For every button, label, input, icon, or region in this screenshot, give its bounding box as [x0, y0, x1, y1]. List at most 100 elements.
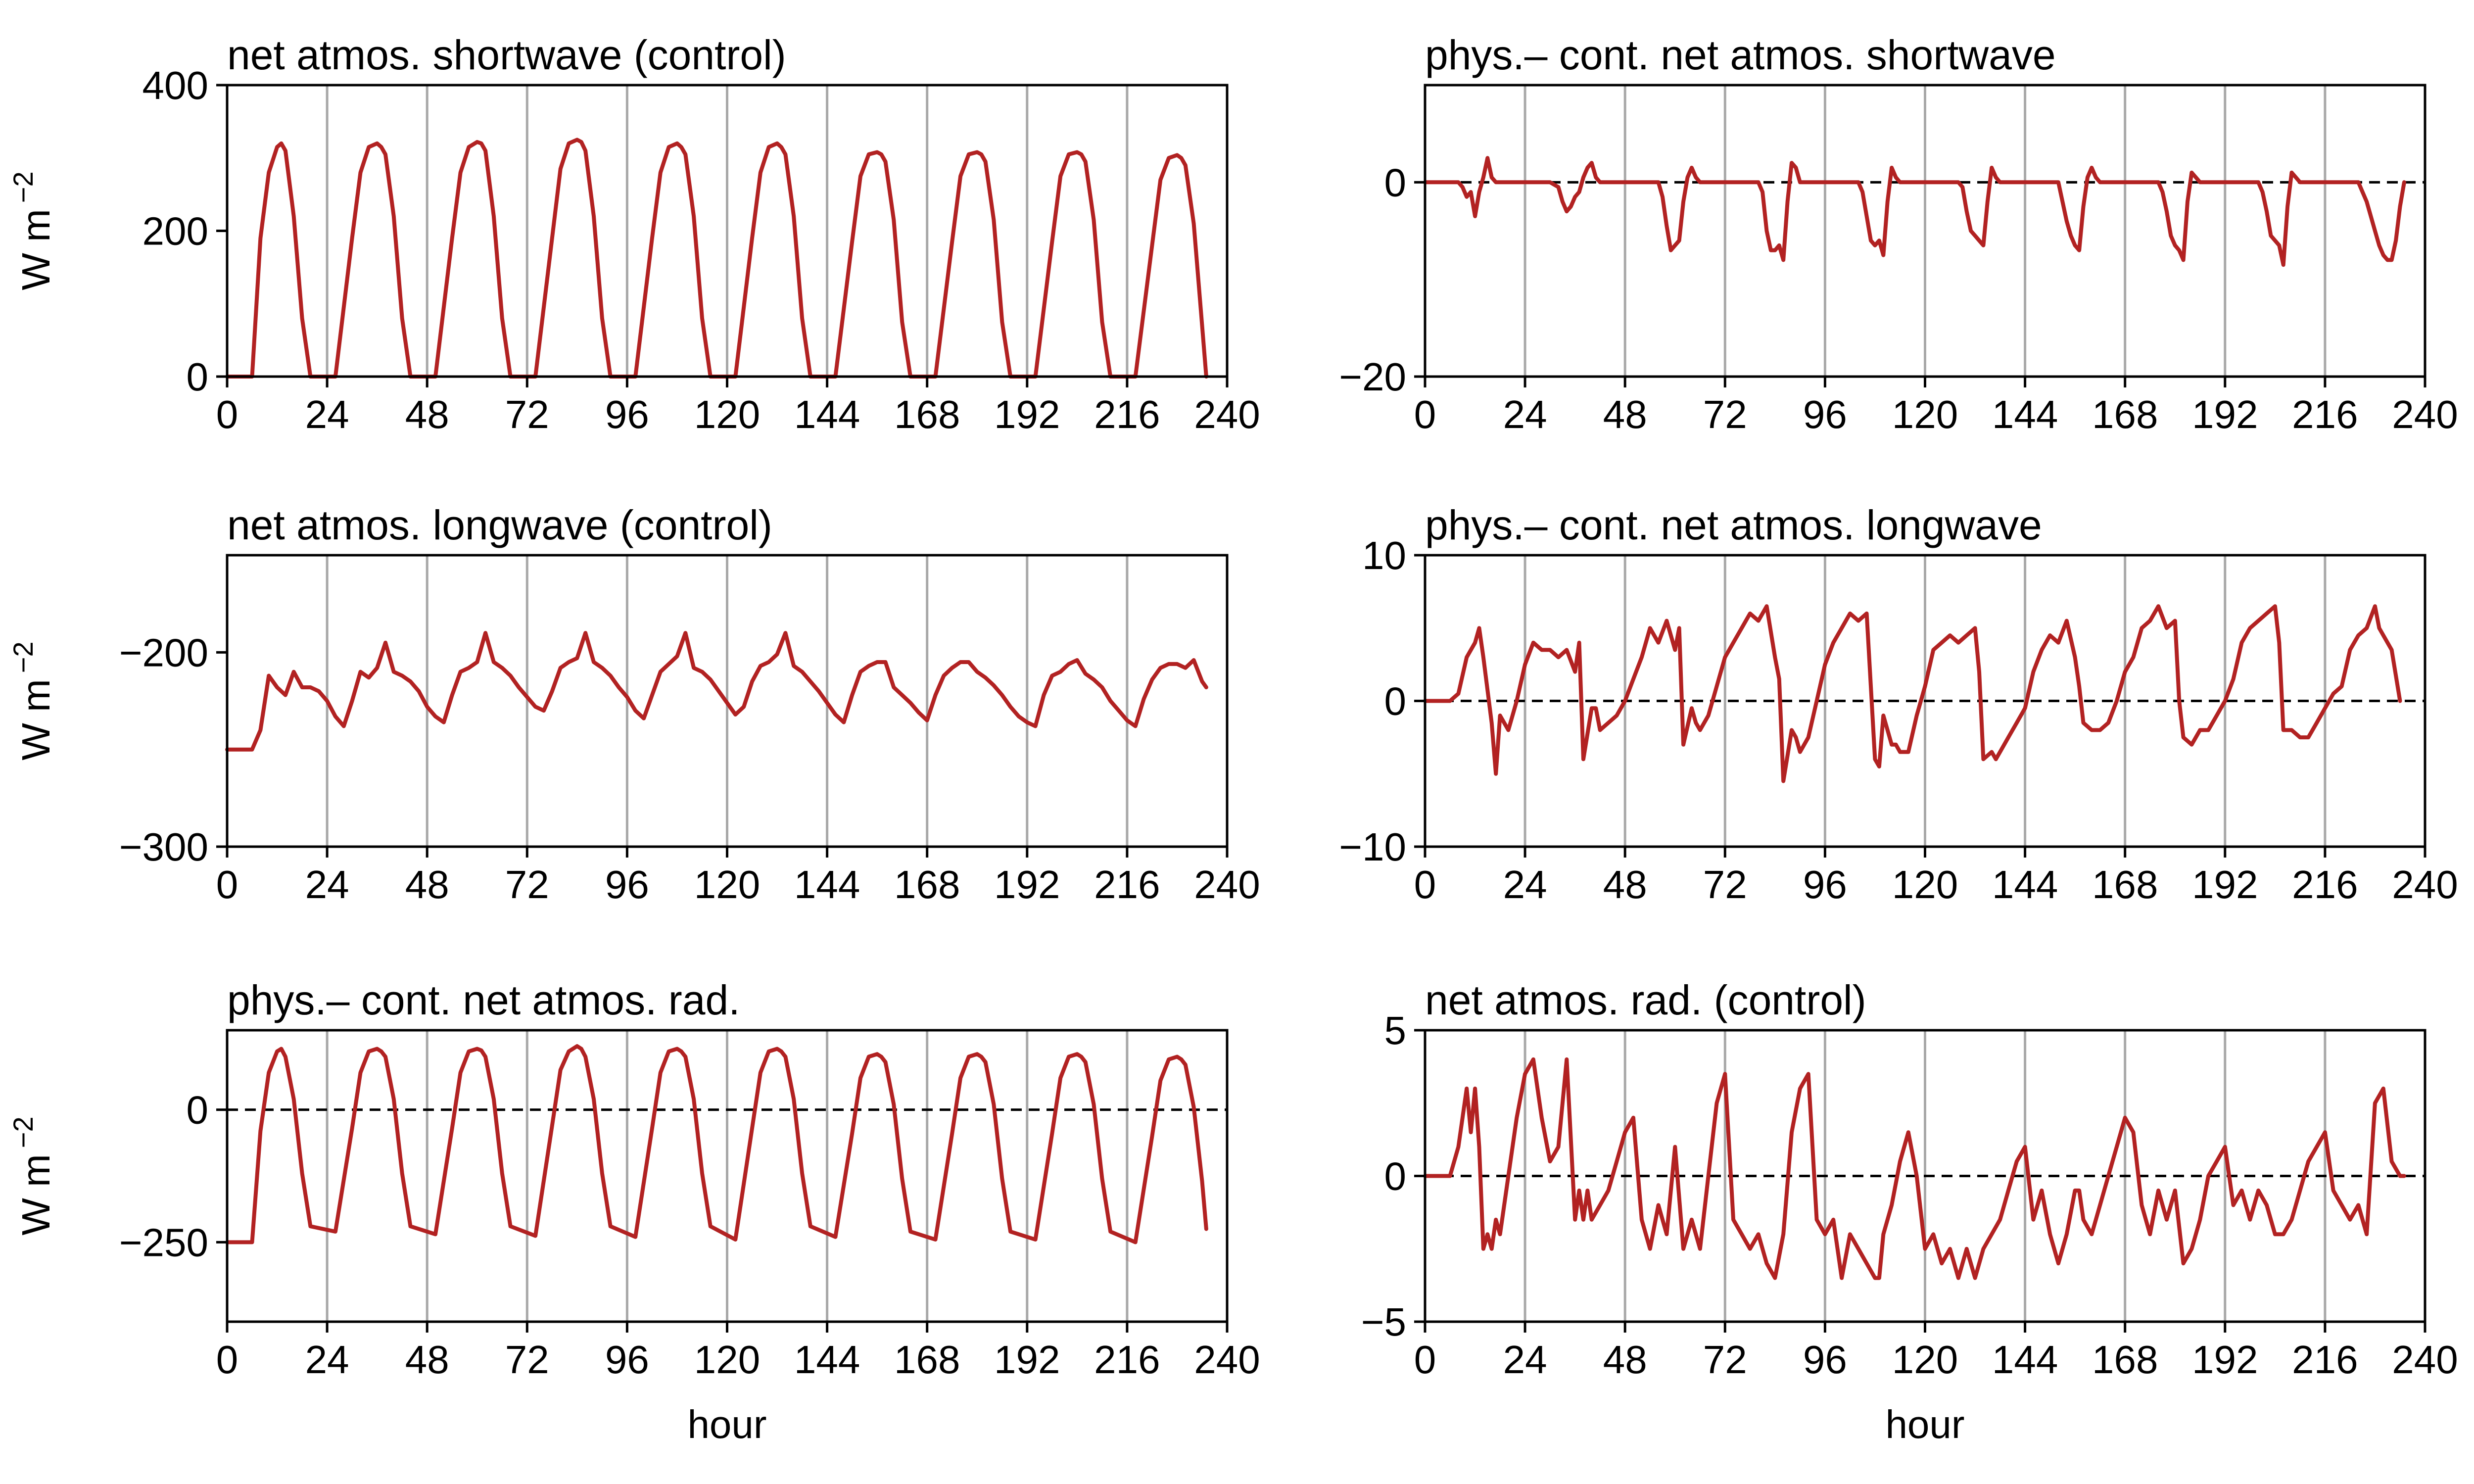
y-tick-label: 10: [1362, 533, 1406, 577]
x-tick-label: 168: [2092, 392, 2158, 436]
panel-radiation-difference: 0 24 48 72 96 120 144 168 192 216 240 −250 0 phys.– c…: [7, 977, 1260, 1446]
x-tick-label: 96: [1803, 1338, 1847, 1382]
series-line: [1423, 156, 2406, 267]
x-tick-label: 72: [505, 862, 549, 907]
panel-title: phys.– cont. net atmos. shortwave: [1425, 32, 2056, 78]
x-tick-label: 144: [794, 862, 860, 907]
x-tick-label: 144: [794, 1338, 860, 1382]
y-axis-label-unit: W m: [14, 679, 58, 760]
series-line: [225, 631, 1208, 752]
y-tick-label: −5: [1361, 1300, 1406, 1344]
y-axis-label-unit: W m: [14, 209, 58, 290]
y-tick-label: −10: [1339, 825, 1406, 869]
x-tick-label: 192: [994, 1338, 1060, 1382]
x-tick-label: 144: [1992, 862, 2058, 907]
x-tick-label: 24: [1503, 392, 1547, 436]
x-tick-label: 216: [2292, 1338, 2358, 1382]
x-tick-label: 48: [405, 1338, 449, 1382]
x-tick-label: 240: [1194, 392, 1260, 436]
panel-title: phys.– cont. net atmos. rad.: [227, 977, 740, 1023]
panel-title: phys.– cont. net atmos. longwave: [1425, 502, 2042, 548]
y-tick-label: 0: [187, 1088, 209, 1132]
y-tick-label: 0: [1384, 160, 1407, 204]
x-axis-label: hour: [1885, 1402, 1964, 1446]
x-tick-label: 0: [216, 862, 238, 907]
x-tick-label: 240: [2392, 862, 2458, 907]
panel-longwave-difference: 0 24 48 72 96 120 144 168 192 216 240−10010phys.– …: [1339, 502, 2458, 907]
x-tick-label: 0: [1414, 1338, 1436, 1382]
x-tick-label: 120: [1892, 862, 1958, 907]
x-tick-label: 72: [1703, 1338, 1747, 1382]
panel-title: net atmos. longwave (control): [227, 502, 772, 548]
x-tick-label: 192: [2192, 392, 2258, 436]
panel-title: net atmos. shortwave (control): [227, 32, 786, 78]
x-tick-label: 0: [216, 392, 238, 436]
y-axis-label-exponent: −2: [7, 641, 39, 673]
x-tick-label: 216: [1094, 862, 1160, 907]
x-tick-label: 144: [1992, 392, 2058, 436]
x-tick-label: 240: [1194, 862, 1260, 907]
x-tick-label: 48: [1603, 1338, 1647, 1382]
x-tick-label: 24: [305, 862, 349, 907]
x-tick-label: 192: [2192, 862, 2258, 907]
x-tick-label: 168: [894, 1338, 960, 1382]
x-tick-label: 96: [1803, 862, 1847, 907]
panel-title: net atmos. rad. (control): [1425, 977, 1866, 1023]
x-tick-label: 72: [505, 392, 549, 436]
x-tick-label: 24: [1503, 862, 1547, 907]
y-axis-label: W m −2: [7, 1116, 58, 1235]
y-tick-label: −250: [119, 1220, 208, 1264]
y-axis-label: W m −2: [7, 641, 58, 760]
x-tick-label: 216: [1094, 392, 1160, 436]
series-line: [225, 1044, 1208, 1245]
x-tick-label: 168: [894, 862, 960, 907]
series-line: [1423, 1057, 2406, 1280]
x-tick-label: 120: [694, 392, 760, 436]
x-tick-label: 72: [1703, 392, 1747, 436]
x-tick-label: 240: [1194, 1338, 1260, 1382]
panel-longwave-control: 0 24 48 72 96 120 144 168 192 216 240 −300 −200 net a…: [7, 502, 1260, 907]
y-axis-label-exponent: −2: [7, 1116, 39, 1148]
x-tick-label: 0: [1414, 862, 1436, 907]
x-tick-label: 24: [1503, 1338, 1547, 1382]
x-tick-label: 192: [994, 862, 1060, 907]
x-tick-label: 120: [694, 1338, 760, 1382]
y-tick-label: 200: [143, 209, 208, 253]
y-tick-label: 5: [1384, 1008, 1407, 1053]
y-tick-label: 0: [1384, 679, 1407, 723]
x-tick-label: 0: [1414, 392, 1436, 436]
x-tick-label: 144: [1992, 1338, 2058, 1382]
y-tick-label: −300: [119, 825, 208, 869]
x-tick-label: 168: [2092, 1338, 2158, 1382]
x-tick-label: 96: [605, 392, 649, 436]
x-tick-label: 48: [1603, 392, 1647, 436]
x-tick-label: 48: [1603, 862, 1647, 907]
x-tick-label: 72: [1703, 862, 1747, 907]
y-axis-label-unit: W m: [14, 1154, 58, 1235]
x-tick-label: 72: [505, 1338, 549, 1382]
series-line: [1423, 604, 2402, 783]
panel-shortwave-control: 0 24 48 72 96 120 144 168 192 216 240 0 200 400 net at…: [7, 32, 1260, 436]
y-axis-label-exponent: −2: [7, 171, 39, 203]
x-tick-label: 216: [2292, 862, 2358, 907]
y-tick-label: 0: [1384, 1154, 1407, 1198]
x-tick-label: 120: [1892, 392, 1958, 436]
x-tick-label: 96: [1803, 392, 1847, 436]
x-tick-label: 240: [2392, 1338, 2458, 1382]
y-tick-label: −200: [119, 630, 208, 674]
x-tick-label: 144: [794, 392, 860, 436]
series-line: [225, 138, 1208, 379]
x-tick-label: 24: [305, 1338, 349, 1382]
x-tick-label: 48: [405, 862, 449, 907]
x-tick-label: 240: [2392, 392, 2458, 436]
x-tick-label: 24: [305, 392, 349, 436]
y-axis-label: W m −2: [7, 171, 58, 290]
x-tick-label: 120: [1892, 1338, 1958, 1382]
x-tick-label: 192: [994, 392, 1060, 436]
x-tick-label: 192: [2192, 1338, 2258, 1382]
x-tick-label: 96: [605, 1338, 649, 1382]
x-tick-label: 48: [405, 392, 449, 436]
